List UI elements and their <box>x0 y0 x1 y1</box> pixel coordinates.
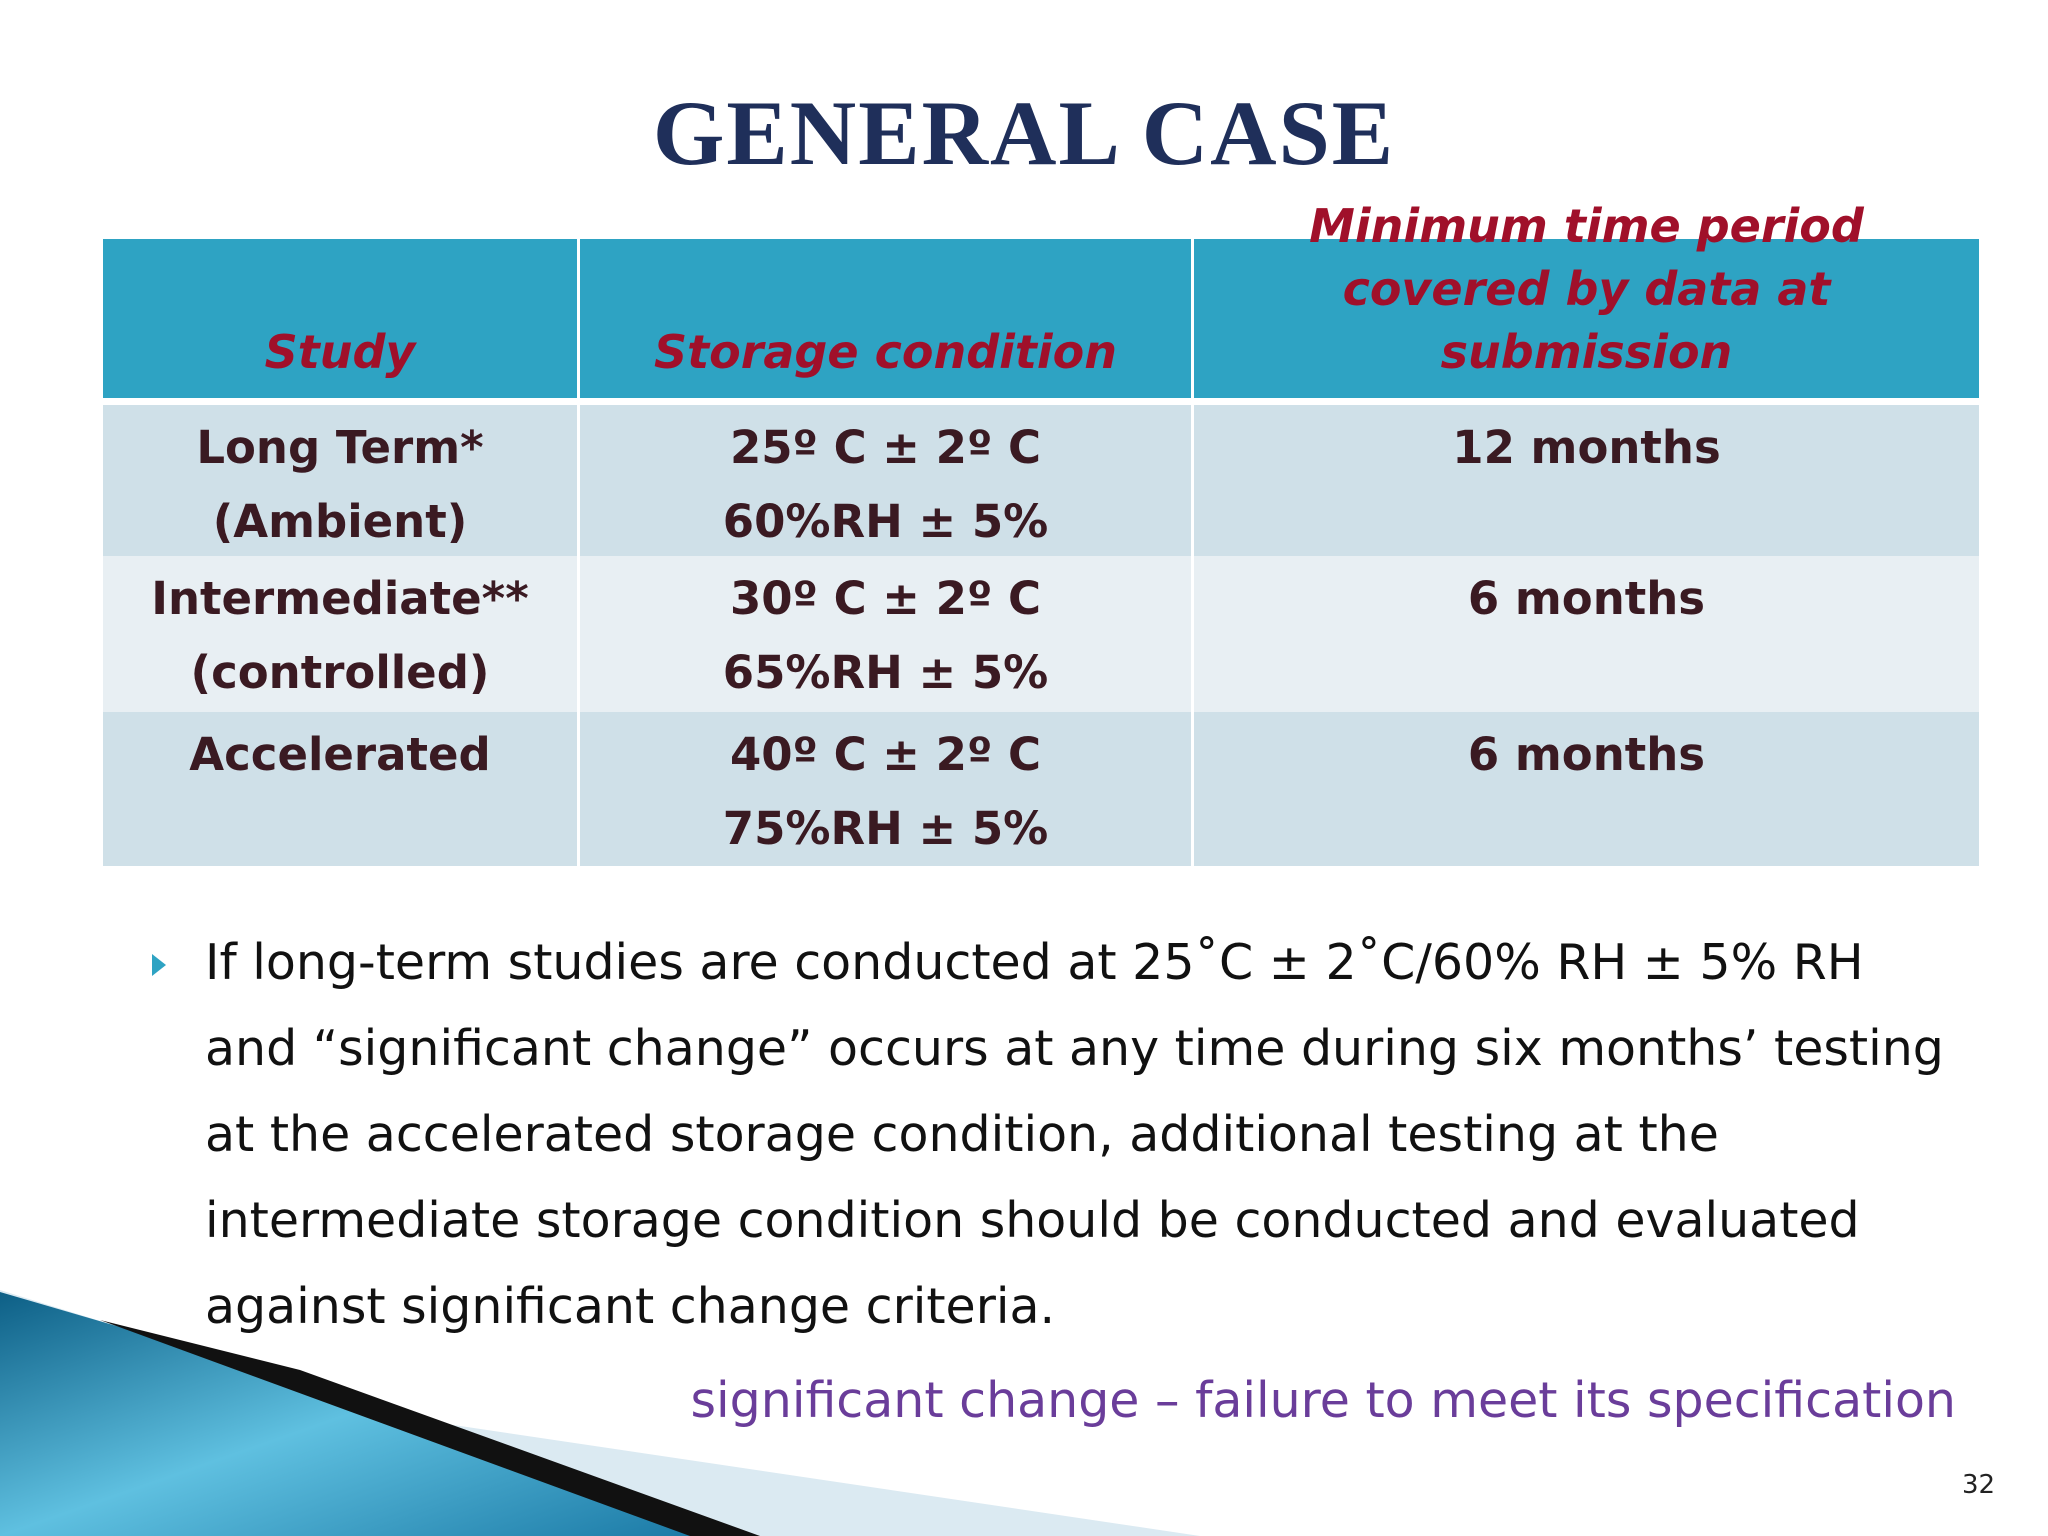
cell-text: Minimum time period <box>1309 199 1864 253</box>
note: significant change – failure to meet its… <box>690 1372 1956 1429</box>
cell-text: (controlled) <box>190 646 490 699</box>
bullet-line: at the accelerated storage condition, ad… <box>205 1106 1719 1163</box>
decoration <box>0 1290 1200 1536</box>
table-cell: Minimum time period covered by data at su… <box>1194 199 1979 398</box>
cell-text: 30º C ± 2º C <box>729 572 1042 625</box>
table-cell: Accelerated <box>103 712 580 866</box>
table-row: Long Term* (Ambient) 25º C ± 2º C 60%RH ± 5… <box>103 405 1979 556</box>
bullet-line: against significant change criteria. <box>205 1278 1056 1335</box>
page-number: 32 <box>1962 1470 1996 1500</box>
cell-text: 25º C ± 2º C <box>729 421 1042 474</box>
bullet-marker <box>152 954 166 976</box>
cell-text: 65%RH ± 5% <box>722 646 1049 699</box>
cell-text: Intermediate** <box>151 572 529 625</box>
cell-text: covered by data at submission <box>1342 262 1831 379</box>
cell-text: (Ambient) <box>212 495 468 548</box>
cell-text: 40º C ± 2º C <box>729 728 1042 781</box>
bullet-line: intermediate storage condition should be… <box>205 1192 1860 1249</box>
cell-text: 60%RH ± 5% <box>722 495 1049 548</box>
table-row: Accelerated 40º C ± 2º C 75%RH ± 5% 6 month… <box>103 712 1979 866</box>
table-cell: 12 months <box>1194 405 1979 556</box>
cell-text: Study <box>264 325 416 379</box>
bullet-line: If long-term studies are conducted at 25… <box>205 934 1864 991</box>
bullet-line: and “significant change” occurs at any t… <box>205 1020 1944 1077</box>
cell-text: 6 months <box>1467 728 1706 781</box>
table-row: Intermediate** (controlled) 30º C ± 2º C 65… <box>103 556 1979 712</box>
cell-text: Long Term* <box>196 421 484 474</box>
table-cell: 6 months <box>1194 556 1979 712</box>
table-cell: Storage condition <box>580 239 1194 398</box>
cell-text: 12 months <box>1452 421 1721 474</box>
bullet-text: If long-term studies are conducted at 25… <box>205 920 1944 1350</box>
cell-text: Storage condition <box>653 325 1117 379</box>
table-cell: Intermediate** (controlled) <box>103 556 580 712</box>
table-cell: Long Term* (Ambient) <box>103 405 580 556</box>
cell-text: 75%RH ± 5% <box>722 802 1049 855</box>
cell-text: Accelerated <box>189 728 491 781</box>
table-cell: 6 months <box>1194 712 1979 866</box>
table-cell: 30º C ± 2º C 65%RH ± 5% <box>580 556 1194 712</box>
table-row: Study Storage condition Minimum time perio… <box>103 199 1979 398</box>
table-cell: Study <box>103 239 580 398</box>
table-cell: 25º C ± 2º C 60%RH ± 5% <box>580 405 1194 556</box>
table-cell: 40º C ± 2º C 75%RH ± 5% <box>580 712 1194 866</box>
slide-title: GENERAL CASE <box>652 82 1396 184</box>
cell-text: 6 months <box>1467 572 1706 625</box>
